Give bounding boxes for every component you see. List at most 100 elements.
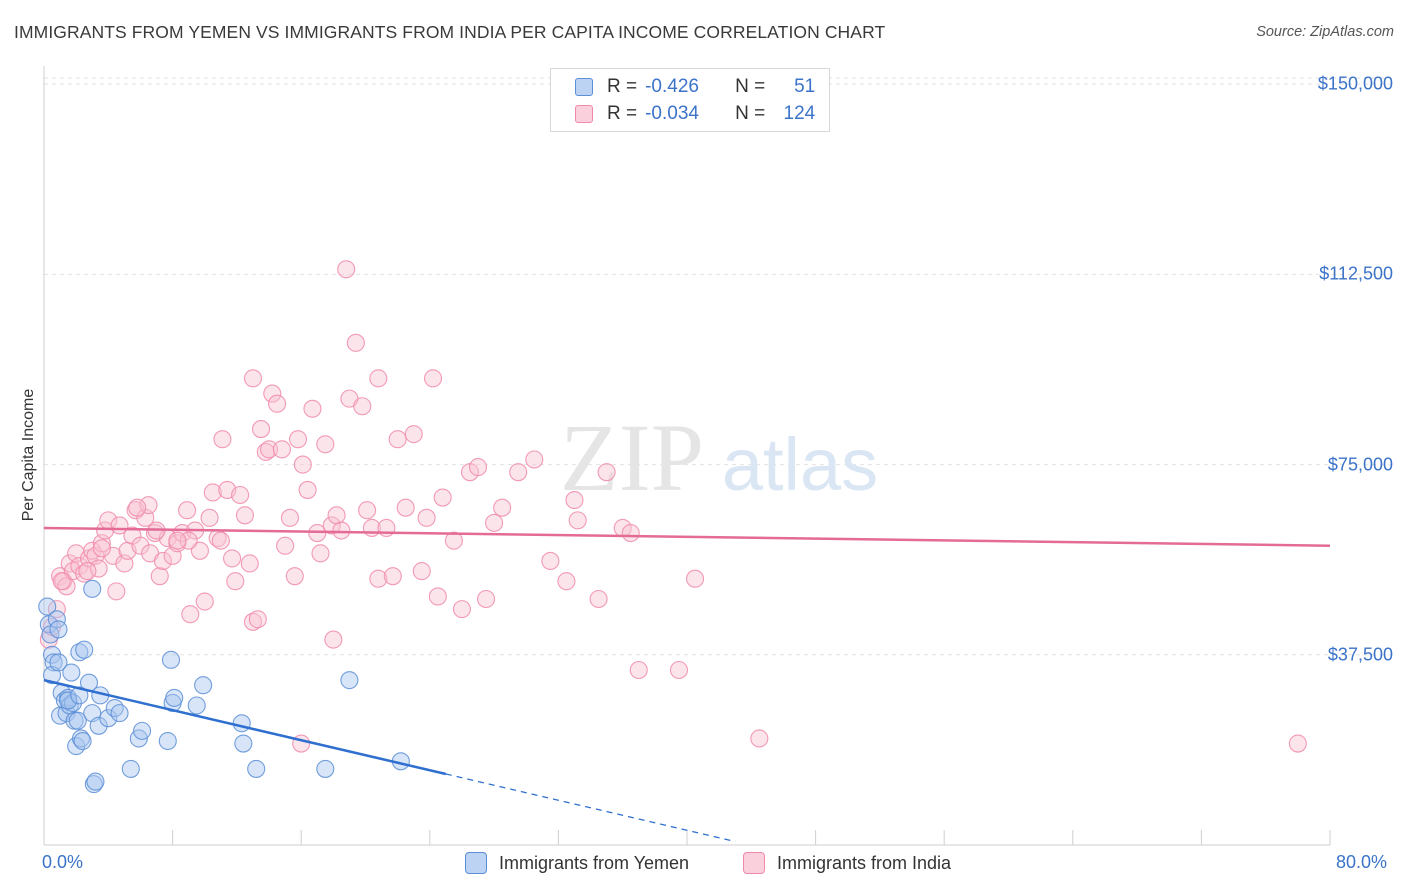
point-yemen xyxy=(194,676,213,695)
point-india xyxy=(303,399,322,418)
point-yemen xyxy=(83,579,102,598)
point-india xyxy=(358,501,377,520)
y-tick-label: $37,500 xyxy=(1327,644,1393,665)
y-axis-label: Per Capita Income xyxy=(20,388,37,522)
point-india xyxy=(139,496,158,515)
point-india xyxy=(107,582,126,601)
point-india xyxy=(316,435,335,454)
y-tick-label: $150,000 xyxy=(1317,73,1393,94)
point-yemen xyxy=(70,643,89,662)
point-india xyxy=(525,450,544,469)
point-india xyxy=(190,541,209,560)
point-india xyxy=(685,569,705,588)
point-india xyxy=(404,425,423,444)
point-yemen xyxy=(59,691,78,710)
point-india xyxy=(1288,734,1307,753)
point-india xyxy=(589,589,608,609)
point-india xyxy=(298,480,317,499)
point-india xyxy=(280,508,299,527)
point-india xyxy=(128,498,147,517)
point-india xyxy=(226,572,245,591)
point-india xyxy=(565,491,584,510)
watermark: ZIP atlas xyxy=(560,404,878,511)
point-india xyxy=(168,531,187,550)
point-india xyxy=(332,521,351,540)
point-yemen xyxy=(70,686,89,705)
point-india xyxy=(346,333,365,352)
point-india xyxy=(240,554,259,573)
point-india xyxy=(324,630,343,649)
trend-lines xyxy=(43,526,1331,843)
point-yemen xyxy=(316,759,335,778)
point-india xyxy=(178,501,197,520)
chart-title: IMMIGRANTS FROM YEMEN VS IMMIGRANTS FROM… xyxy=(14,22,886,42)
point-yemen xyxy=(73,731,92,751)
point-india xyxy=(311,544,330,563)
point-yemen xyxy=(110,704,129,723)
point-india xyxy=(383,567,402,586)
point-india xyxy=(223,549,242,568)
point-india xyxy=(417,508,436,527)
point-india xyxy=(452,600,472,619)
point-yemen xyxy=(232,714,251,733)
point-india xyxy=(423,369,443,388)
point-india xyxy=(369,369,388,388)
point-india xyxy=(493,498,512,517)
legend-n-label: N = xyxy=(735,103,766,124)
point-india xyxy=(235,506,254,525)
legend-n-label: N = xyxy=(735,76,766,97)
point-india xyxy=(213,430,232,449)
point-yemen xyxy=(158,731,177,751)
point-india xyxy=(57,577,76,596)
point-yemen xyxy=(161,650,181,669)
point-india xyxy=(200,508,219,527)
legend-r-value: -0.034 xyxy=(645,103,699,124)
point-india xyxy=(541,551,560,570)
point-yemen xyxy=(89,716,108,735)
x-tick-min: 0.0% xyxy=(42,852,84,872)
point-india xyxy=(288,430,308,449)
legend-r-label: R = xyxy=(607,103,638,124)
correlation-legend: R = -0.426 N = 51 R = -0.034 N = 124 xyxy=(550,68,830,132)
point-yemen xyxy=(105,698,124,718)
point-india xyxy=(203,483,222,502)
point-india xyxy=(557,572,576,591)
point-yemen xyxy=(75,640,94,659)
point-india xyxy=(131,536,150,555)
point-india xyxy=(243,612,263,631)
point-india xyxy=(78,562,97,581)
legend-n-value: 51 xyxy=(794,76,816,97)
point-india xyxy=(211,531,230,550)
point-india xyxy=(629,660,648,680)
point-yemen xyxy=(49,620,68,639)
point-yemen xyxy=(49,653,68,672)
point-india xyxy=(568,511,587,530)
point-india xyxy=(369,569,388,588)
axes xyxy=(43,66,1331,846)
point-india xyxy=(669,660,689,680)
point-india xyxy=(263,384,282,403)
point-india xyxy=(621,523,640,543)
bottom-legend-india: Immigrants from India xyxy=(743,852,951,874)
trend-yemen-extension xyxy=(445,773,736,843)
point-india xyxy=(388,430,407,449)
watermark-atlas: atlas xyxy=(722,423,878,506)
bottom-legend-swatch-india xyxy=(743,852,765,874)
point-india xyxy=(181,605,200,624)
point-india xyxy=(353,397,372,416)
point-india xyxy=(251,420,271,439)
point-india xyxy=(412,562,431,581)
legend-row-india: R = -0.034 N = 124 xyxy=(575,102,815,126)
point-india xyxy=(268,394,287,413)
legend-n-value: 124 xyxy=(783,103,816,124)
point-india xyxy=(89,559,108,578)
bottom-legend-label-india: Immigrants from India xyxy=(777,852,952,873)
point-india xyxy=(597,463,616,482)
point-india xyxy=(195,592,214,611)
point-india xyxy=(468,458,488,477)
point-india xyxy=(293,455,312,474)
y-tick-label: $75,000 xyxy=(1327,454,1393,475)
point-yemen xyxy=(38,597,57,616)
point-india xyxy=(433,488,452,507)
